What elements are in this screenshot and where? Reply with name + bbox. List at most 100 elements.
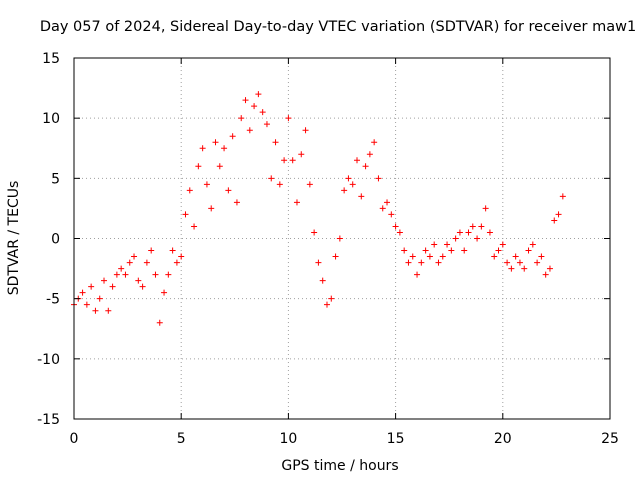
data-point <box>289 157 296 164</box>
data-point <box>315 259 322 266</box>
data-point <box>173 259 180 266</box>
data-point <box>328 295 335 302</box>
data-point <box>109 283 116 290</box>
data-point <box>358 193 365 200</box>
data-point <box>388 211 395 218</box>
data-point <box>366 151 373 158</box>
data-point <box>414 271 421 278</box>
data-point <box>311 229 318 236</box>
x-axis-label: GPS time / hours <box>281 458 398 474</box>
data-point <box>525 247 532 254</box>
data-point <box>293 199 300 206</box>
data-point <box>199 145 206 152</box>
data-point <box>516 259 523 266</box>
data-point <box>495 247 502 254</box>
data-point <box>203 181 210 188</box>
data-point <box>251 103 258 110</box>
data-point <box>281 157 288 164</box>
data-point <box>169 247 176 254</box>
data-point <box>499 241 506 248</box>
data-point <box>161 289 168 296</box>
data-point <box>272 139 279 146</box>
data-point <box>401 247 408 254</box>
data-point <box>349 181 356 188</box>
data-point <box>143 259 150 266</box>
data-point <box>212 139 219 146</box>
data-point <box>242 97 249 104</box>
data-point <box>371 139 378 146</box>
data-point <box>263 121 270 128</box>
data-point <box>534 259 541 266</box>
data-point <box>165 271 172 278</box>
data-point <box>131 253 138 260</box>
data-point <box>156 319 163 326</box>
data-point <box>148 247 155 254</box>
data-point <box>233 199 240 206</box>
data-point <box>478 223 485 230</box>
y-tick-label: 5 <box>51 171 60 187</box>
data-point <box>229 133 236 140</box>
x-tick-label: 20 <box>494 431 512 447</box>
y-tick-labels: -15 -10 -5 0 5 10 15 <box>37 51 60 428</box>
data-point <box>96 295 103 302</box>
data-point <box>452 235 459 242</box>
data-point <box>118 265 125 272</box>
data-point <box>418 259 425 266</box>
data-point <box>126 259 133 266</box>
data-point <box>88 283 95 290</box>
data-point <box>529 241 536 248</box>
data-point <box>83 301 90 308</box>
data-point <box>392 223 399 230</box>
data-point <box>426 253 433 260</box>
data-point <box>191 223 198 230</box>
data-point <box>512 253 519 260</box>
data-point <box>435 259 442 266</box>
data-point <box>486 229 493 236</box>
data-point <box>341 187 348 194</box>
data-point <box>255 91 262 98</box>
data-point <box>298 151 305 158</box>
data-point <box>101 277 108 284</box>
data-point <box>186 187 193 194</box>
data-point <box>139 283 146 290</box>
data-point <box>332 253 339 260</box>
x-tick-label: 10 <box>279 431 297 447</box>
data-point <box>396 229 403 236</box>
y-axis-label: SDTVAR / TECUs <box>6 181 22 296</box>
data-point <box>542 271 549 278</box>
data-point <box>122 271 129 278</box>
data-point <box>474 235 481 242</box>
data-point <box>444 241 451 248</box>
y-tick-label: 15 <box>42 51 60 67</box>
x-tick-label: 5 <box>177 431 186 447</box>
data-point <box>79 289 86 296</box>
data-point <box>448 247 455 254</box>
data-point <box>469 223 476 230</box>
data-point <box>482 205 489 212</box>
data-points <box>71 91 566 326</box>
data-point <box>456 229 463 236</box>
data-point <box>551 217 558 224</box>
data-point <box>559 193 566 200</box>
data-point <box>302 127 309 134</box>
data-point <box>113 271 120 278</box>
data-point <box>465 229 472 236</box>
data-point <box>521 265 528 272</box>
x-tick-label: 15 <box>387 431 405 447</box>
data-point <box>546 265 553 272</box>
x-tick-labels: 0 5 10 15 20 25 <box>70 431 619 447</box>
data-point <box>504 259 511 266</box>
y-tick-label: -15 <box>37 412 60 428</box>
data-point <box>555 211 562 218</box>
data-point <box>379 205 386 212</box>
data-point <box>306 181 313 188</box>
data-point <box>508 265 515 272</box>
data-point <box>238 115 245 122</box>
data-point <box>195 163 202 170</box>
data-point <box>538 253 545 260</box>
data-point <box>92 307 99 314</box>
x-tick-label: 0 <box>70 431 79 447</box>
data-point <box>208 205 215 212</box>
data-point <box>225 187 232 194</box>
